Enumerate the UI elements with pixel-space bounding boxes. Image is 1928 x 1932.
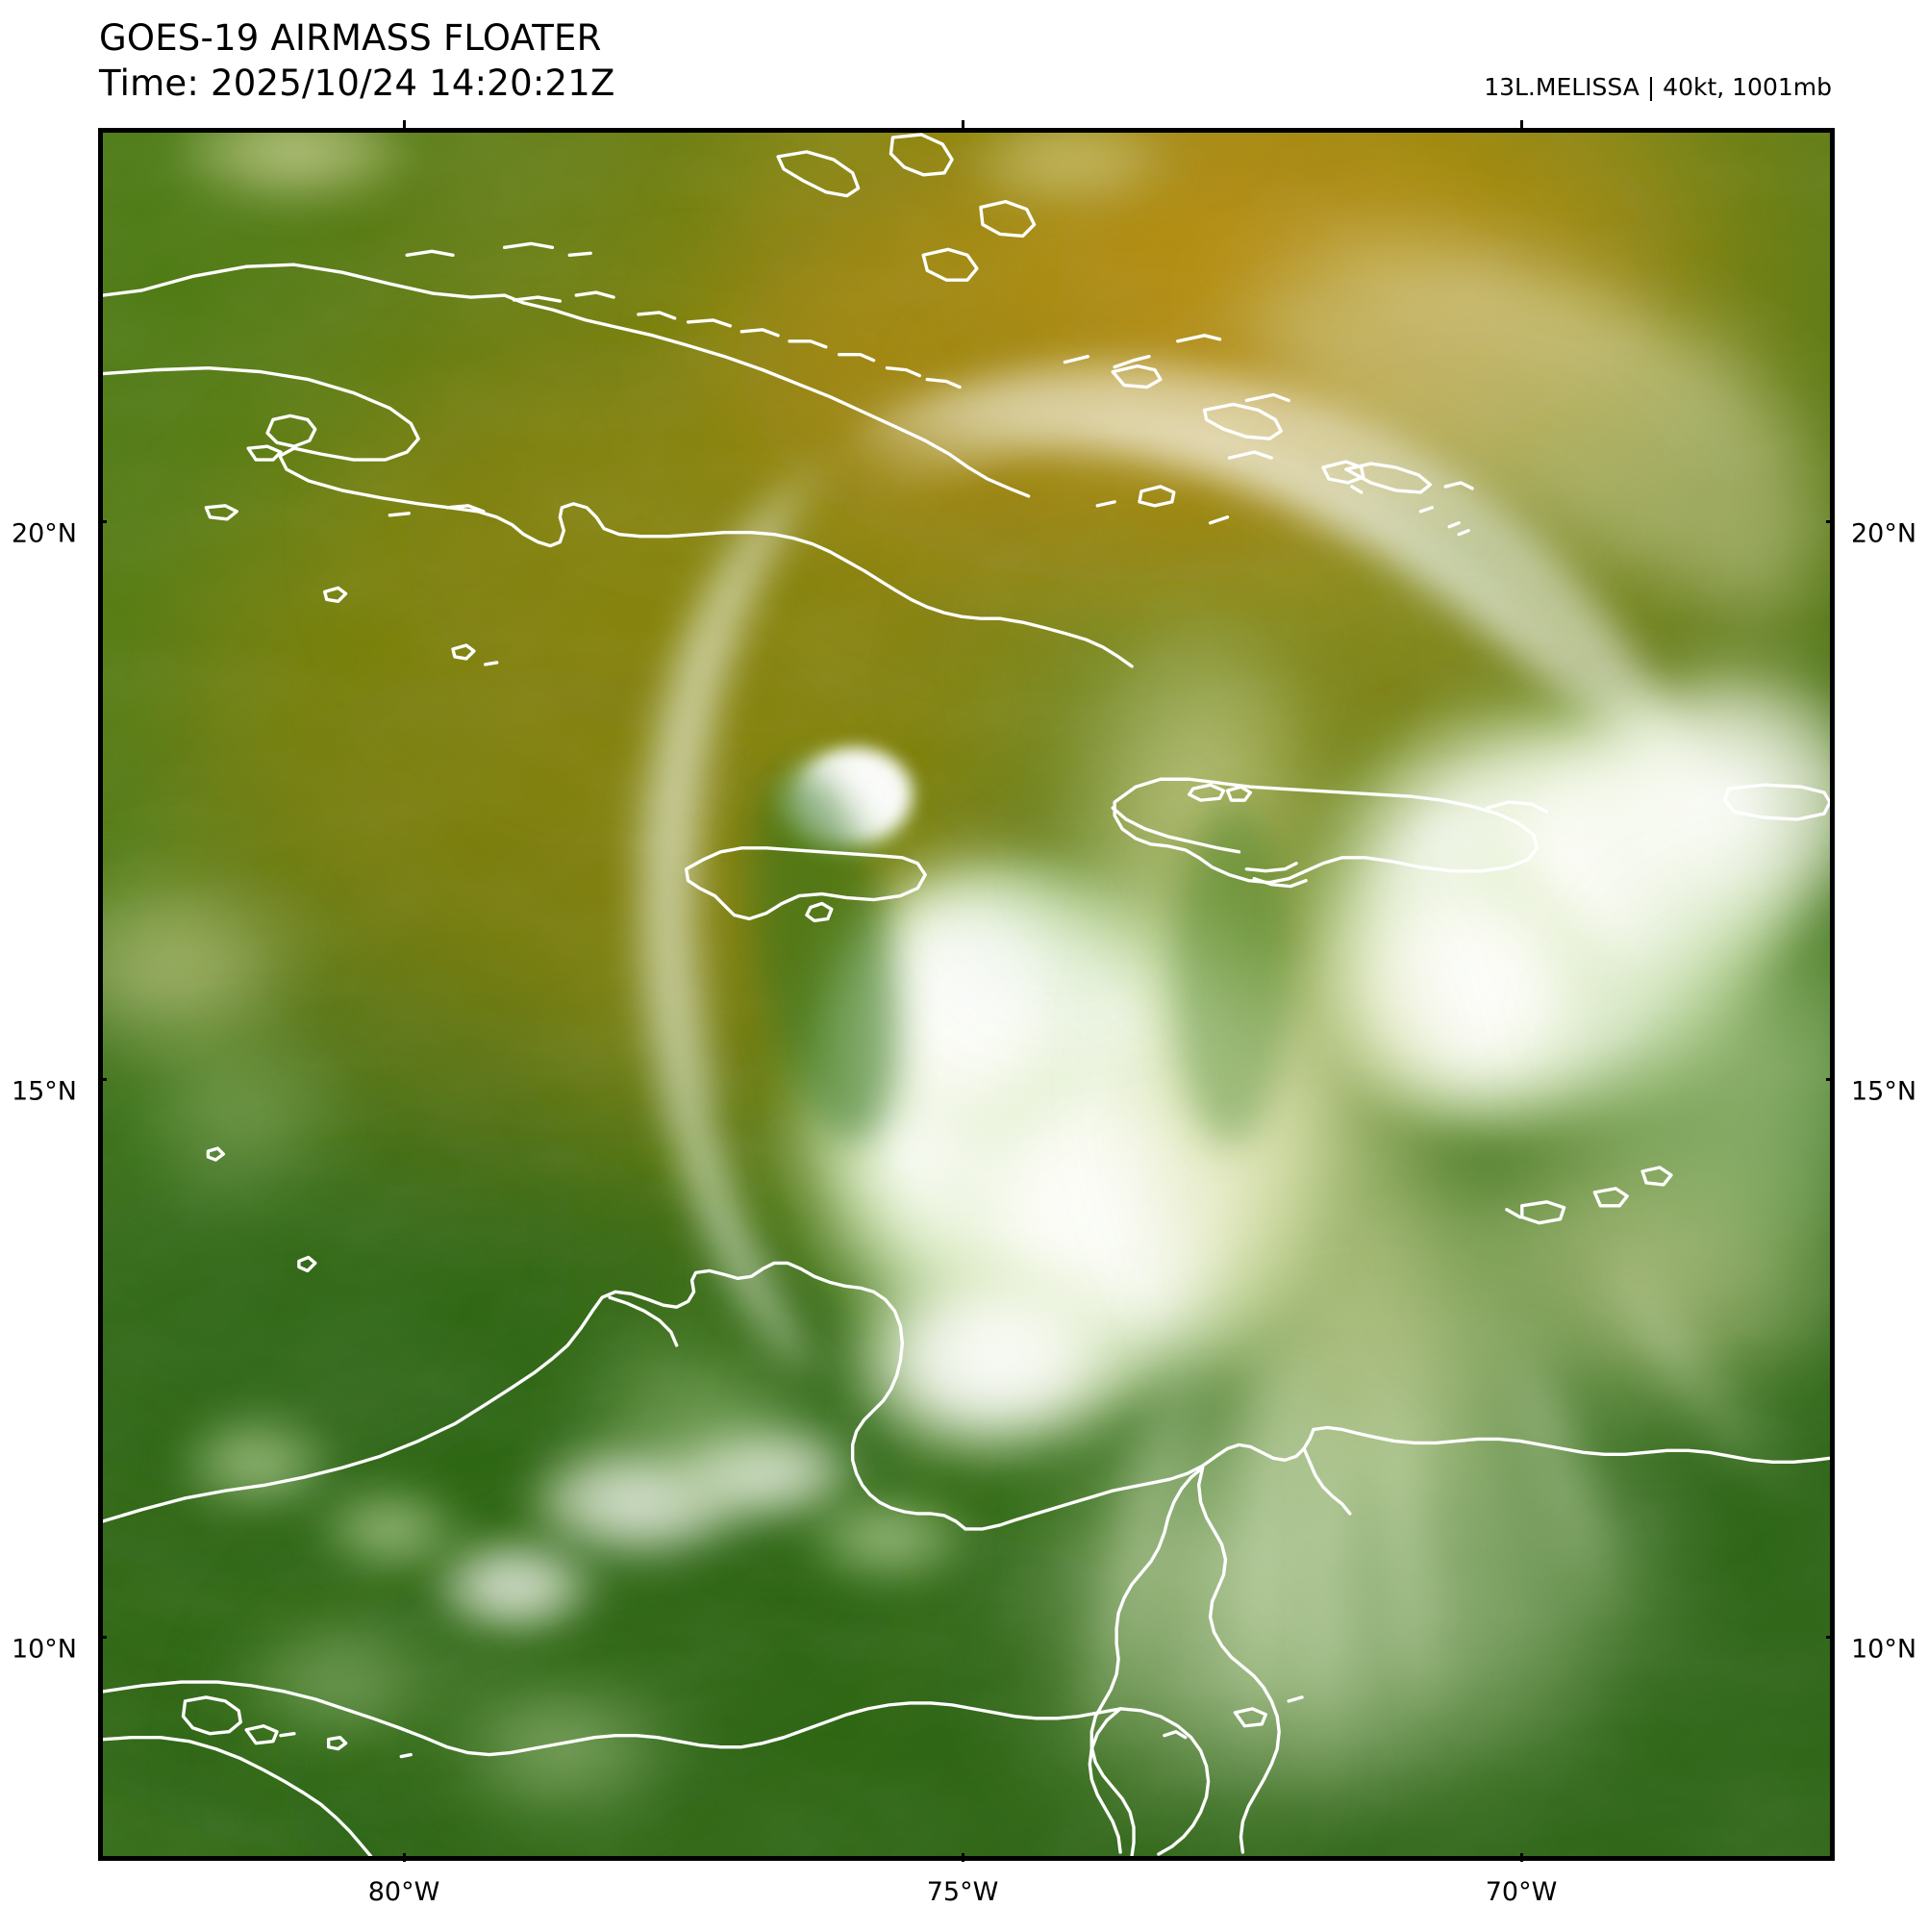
tick-lat-right-15n <box>1826 1078 1835 1081</box>
axis-label-lat-right-20n: 20°N <box>1851 518 1917 549</box>
title-block: GOES-19 AIRMASS FLOATER Time: 2025/10/24… <box>99 15 615 107</box>
header: GOES-19 AIRMASS FLOATER Time: 2025/10/24… <box>0 0 1928 128</box>
axis-label-lon-75w: 75°W <box>926 1877 999 1907</box>
tick-lat-left-15n <box>98 1078 107 1081</box>
tick-lat-left-20n <box>98 520 107 523</box>
storm-info-label: 13L.MELISSA | 40kt, 1001mb <box>1484 73 1832 101</box>
axis-label-lon-70w: 70°W <box>1485 1877 1558 1907</box>
tick-lon-top-75w <box>962 120 964 129</box>
page-title: GOES-19 AIRMASS FLOATER <box>99 17 602 59</box>
axis-label-lat-left-20n: 20°N <box>11 518 77 549</box>
timestamp-label: Time: 2025/10/24 14:20:21Z <box>99 63 615 105</box>
tick-lat-right-20n <box>1826 520 1835 523</box>
tick-lon-top-80w <box>403 120 406 129</box>
axis-label-lat-left-10n: 10°N <box>11 1634 77 1665</box>
satellite-map-frame[interactable]: Copyright © 2020-2025 Dapiya <box>98 128 1835 1861</box>
coastlines <box>103 133 1830 1856</box>
axis-label-lat-right-15n: 15°N <box>1851 1076 1917 1107</box>
satellite-imagery <box>103 133 1830 1856</box>
tick-lon-top-70w <box>1520 120 1523 129</box>
tick-lat-right-10n <box>1826 1636 1835 1639</box>
tick-lat-left-10n <box>98 1636 107 1639</box>
axis-label-lat-right-10n: 10°N <box>1851 1634 1917 1665</box>
axis-label-lon-80w: 80°W <box>367 1877 440 1907</box>
tick-lon-80w <box>403 1853 406 1862</box>
tick-lon-75w <box>962 1853 964 1862</box>
axis-label-lat-left-15n: 15°N <box>11 1076 77 1107</box>
tick-lon-70w <box>1520 1853 1523 1862</box>
